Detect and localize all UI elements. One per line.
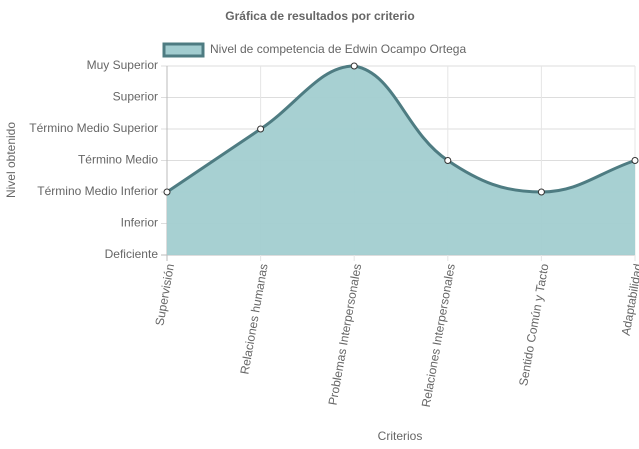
x-tick-label: Relaciones Interpersonales (419, 263, 458, 409)
x-tick-label: Relaciones humanas (237, 263, 270, 376)
x-axis-title: Criterios (378, 429, 423, 443)
area-fill (167, 66, 635, 255)
legend-label: Nivel de competencia de Edwin Ocampo Ort… (210, 42, 466, 56)
chart-title: Gráfica de resultados por criterio (225, 9, 414, 23)
y-tick-label: Deficiente (105, 247, 159, 261)
x-tick-label: Adaptabilidad (619, 263, 639, 337)
line (166, 64, 636, 194)
y-axis-title: Nivel obtenido (4, 122, 18, 198)
legend-swatch (162, 42, 205, 58)
point (163, 188, 171, 196)
y-tick-label: Superior (113, 90, 158, 104)
point (350, 62, 358, 70)
y-tick-label: Muy Superior (87, 58, 158, 72)
y-tick-label: Término Medio Inferior (37, 184, 158, 198)
x-tick-label: Problemas Interpersonales (326, 263, 365, 407)
point (537, 188, 545, 196)
point (257, 125, 265, 133)
x-tick-label: Supervisión (152, 263, 177, 327)
y-tick-label: Término Medio (78, 153, 158, 167)
point (631, 157, 639, 164)
point (444, 157, 452, 164)
y-tick-label: Inferior (121, 216, 158, 230)
y-tick-label: Término Medio Superior (29, 121, 158, 135)
x-tick-label: Sentido Común y Tacto (516, 262, 551, 387)
